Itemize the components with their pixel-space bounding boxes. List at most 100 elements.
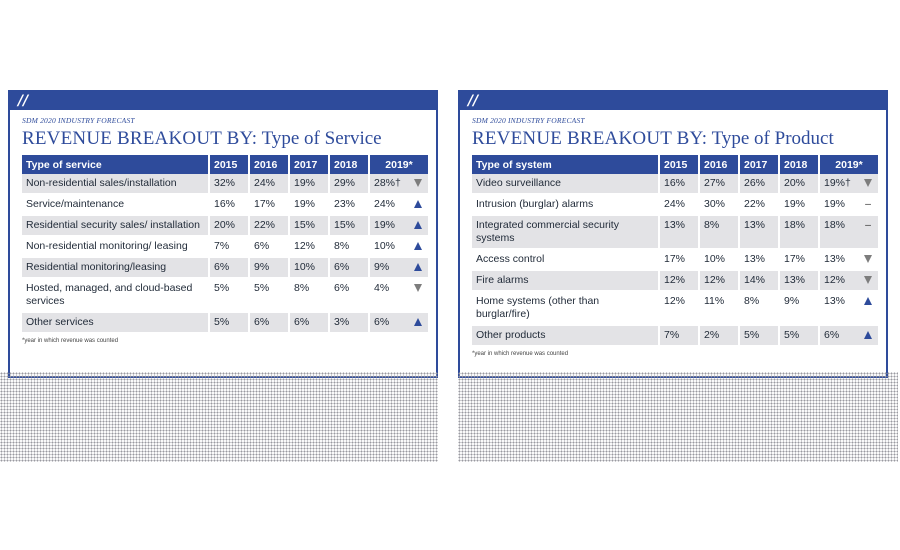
arrow-down-icon xyxy=(864,276,872,284)
value-cell: 23% xyxy=(329,194,370,216)
value-cell: 8% xyxy=(329,236,370,258)
cell-value: 9% xyxy=(374,261,390,273)
row-label: Other services xyxy=(22,312,210,334)
column-header: Type of service xyxy=(22,155,210,174)
value-cell: 20% xyxy=(779,174,820,195)
value-cell: 12% xyxy=(659,291,700,326)
value-cell: 24% xyxy=(659,194,700,216)
value-cell: 22% xyxy=(739,194,780,216)
value-cell: 3% xyxy=(329,312,370,334)
table-header-row: Type of system 2015 2016 2017 2018 2019* xyxy=(472,155,878,174)
table-row: Video surveillance 16% 27% 26% 20% 19%† xyxy=(472,174,878,195)
product-revenue-table: Type of system 2015 2016 2017 2018 2019* Video… xyxy=(472,155,878,347)
value-cell: 9% xyxy=(249,257,290,279)
row-label: Non-residential monitoring/ leasing xyxy=(22,236,210,258)
value-cell: 30% xyxy=(699,194,740,216)
table-row: Non-residential sales/installation 32% 24%… xyxy=(22,174,428,195)
value-cell: 15% xyxy=(289,215,330,237)
cell-value: 12% xyxy=(824,274,846,286)
value-cell-2019: 19% xyxy=(369,215,428,237)
obscured-caption-right xyxy=(458,372,898,462)
value-cell: 29% xyxy=(329,174,370,195)
table-row: Intrusion (burglar) alarms 24% 30% 22% 19% 19… xyxy=(472,194,878,216)
cell-value: 10% xyxy=(374,240,396,252)
value-cell: 13% xyxy=(659,215,700,250)
obscured-caption-left xyxy=(0,372,438,462)
arrow-up-icon xyxy=(414,221,422,229)
kicker-text: SDM 2020 INDUSTRY FORECAST xyxy=(472,116,585,125)
panel-header-bar: // xyxy=(460,92,886,110)
value-cell: 11% xyxy=(699,291,740,326)
value-cell: 12% xyxy=(289,236,330,258)
value-cell: 32% xyxy=(209,174,250,195)
arrow-up-icon xyxy=(414,242,422,250)
arrow-up-icon xyxy=(414,200,422,208)
value-cell: 6% xyxy=(249,236,290,258)
table-row: Hosted, managed, and cloud-based service… xyxy=(22,278,428,313)
value-cell: 19% xyxy=(289,174,330,195)
cell-value: 6% xyxy=(824,329,840,341)
column-header: Type of system xyxy=(472,155,660,174)
row-label: Fire alarms xyxy=(472,270,660,292)
cell-value: 19%† xyxy=(824,177,851,189)
value-cell-2019: 24% xyxy=(369,194,428,216)
value-cell-2019: 19%† xyxy=(819,174,878,195)
slashes-mark: // xyxy=(18,93,29,109)
cell-value: 4% xyxy=(374,282,390,294)
value-cell: 6% xyxy=(249,312,290,334)
cell-value: 19% xyxy=(374,219,396,231)
value-cell: 7% xyxy=(209,236,250,258)
cell-value: 13% xyxy=(824,253,846,265)
arrow-down-icon xyxy=(414,284,422,292)
service-revenue-table: Type of service 2015 2016 2017 2018 2019* Non-… xyxy=(22,155,428,334)
value-cell: 12% xyxy=(659,270,700,292)
product-revenue-panel: // SDM 2020 INDUSTRY FORECAST REVENUE BR… xyxy=(458,90,888,378)
title-rest: Type of Service xyxy=(257,128,382,149)
value-cell: 27% xyxy=(699,174,740,195)
value-cell: 13% xyxy=(779,270,820,292)
column-header: 2016 xyxy=(249,155,290,174)
value-cell: 5% xyxy=(249,278,290,313)
table-row: Residential monitoring/leasing 6% 9% 10% 6% 9… xyxy=(22,257,428,279)
value-cell: 6% xyxy=(329,278,370,313)
table-row: Other products 7% 2% 5% 5% 6% xyxy=(472,325,878,347)
column-header: 2017 xyxy=(289,155,330,174)
title-rest: Type of Product xyxy=(707,128,834,149)
value-cell: 12% xyxy=(699,270,740,292)
value-cell-2019: 10% xyxy=(369,236,428,258)
table-row: Non-residential monitoring/ leasing 7% 6% 1… xyxy=(22,236,428,258)
dash-icon: – xyxy=(865,219,871,231)
panel-title: REVENUE BREAKOUT BY: Type of Product xyxy=(472,127,886,151)
value-cell: 17% xyxy=(779,249,820,271)
value-cell: 20% xyxy=(209,215,250,237)
value-cell: 14% xyxy=(739,270,780,292)
value-cell: 5% xyxy=(209,312,250,334)
table-row: Fire alarms 12% 12% 14% 13% 12% xyxy=(472,270,878,292)
footnote: *year in which revenue was counted xyxy=(22,338,119,344)
value-cell: 26% xyxy=(739,174,780,195)
value-cell: 16% xyxy=(659,174,700,195)
arrow-up-icon xyxy=(414,318,422,326)
value-cell: 2% xyxy=(699,325,740,347)
value-cell: 10% xyxy=(289,257,330,279)
row-label: Intrusion (burglar) alarms xyxy=(472,194,660,216)
value-cell: 24% xyxy=(249,174,290,195)
row-label: Home systems (other than burglar/fire) xyxy=(472,291,660,326)
value-cell: 17% xyxy=(249,194,290,216)
slashes-mark: // xyxy=(468,93,479,109)
row-label: Other products xyxy=(472,325,660,347)
value-cell: 6% xyxy=(209,257,250,279)
value-cell-2019: 12% xyxy=(819,270,878,292)
value-cell: 5% xyxy=(779,325,820,347)
column-header: 2017 xyxy=(739,155,780,174)
row-label: Integrated commercial security systems xyxy=(472,215,660,250)
row-label: Hosted, managed, and cloud-based service… xyxy=(22,278,210,313)
value-cell: 19% xyxy=(289,194,330,216)
row-label: Non-residential sales/installation xyxy=(22,174,210,195)
column-header: 2015 xyxy=(659,155,700,174)
value-cell: 16% xyxy=(209,194,250,216)
value-cell: 6% xyxy=(329,257,370,279)
row-label: Residential monitoring/leasing xyxy=(22,257,210,279)
table-header-row: Type of service 2015 2016 2017 2018 2019* xyxy=(22,155,428,174)
title-caps: REVENUE BREAKOUT BY: xyxy=(22,128,258,149)
